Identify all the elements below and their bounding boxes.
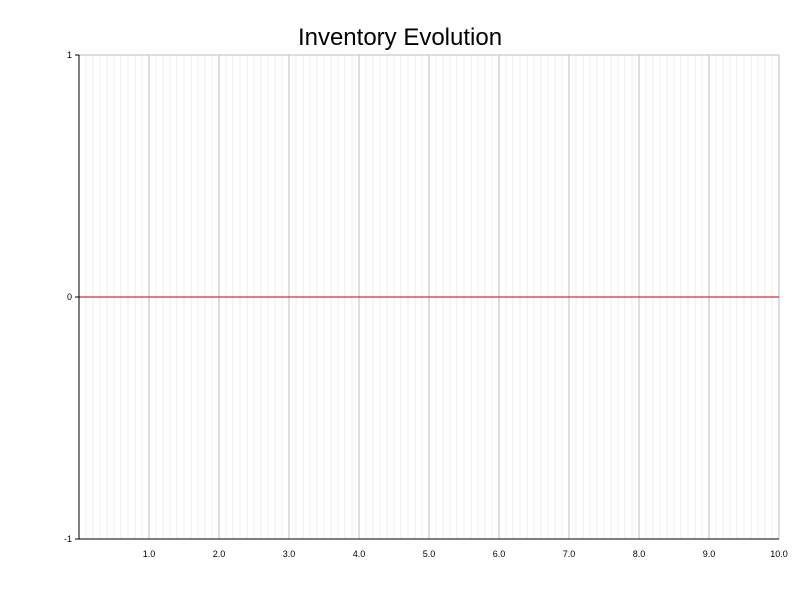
x-tick-label: 4.0 bbox=[353, 549, 366, 559]
x-tick-label: 7.0 bbox=[563, 549, 576, 559]
x-tick-label: 6.0 bbox=[493, 549, 506, 559]
x-axis-ticks: 1.0 2.0 3.0 4.0 5.0 6.0 7.0 8.0 9.0 10.0 bbox=[143, 549, 788, 559]
y-axis-ticks: 1 0 -1 bbox=[64, 50, 79, 544]
x-tick-label: 2.0 bbox=[213, 549, 226, 559]
chart-title: Inventory Evolution bbox=[298, 24, 502, 51]
x-tick-label: 10.0 bbox=[770, 549, 788, 559]
x-tick-label: 1.0 bbox=[143, 549, 156, 559]
y-tick-label: -1 bbox=[64, 534, 72, 544]
y-tick-label: 0 bbox=[67, 292, 72, 302]
x-tick-label: 3.0 bbox=[283, 549, 296, 559]
y-tick-label: 1 bbox=[67, 50, 72, 60]
x-tick-label: 9.0 bbox=[703, 549, 716, 559]
x-tick-label: 8.0 bbox=[633, 549, 646, 559]
x-tick-label: 5.0 bbox=[423, 549, 436, 559]
